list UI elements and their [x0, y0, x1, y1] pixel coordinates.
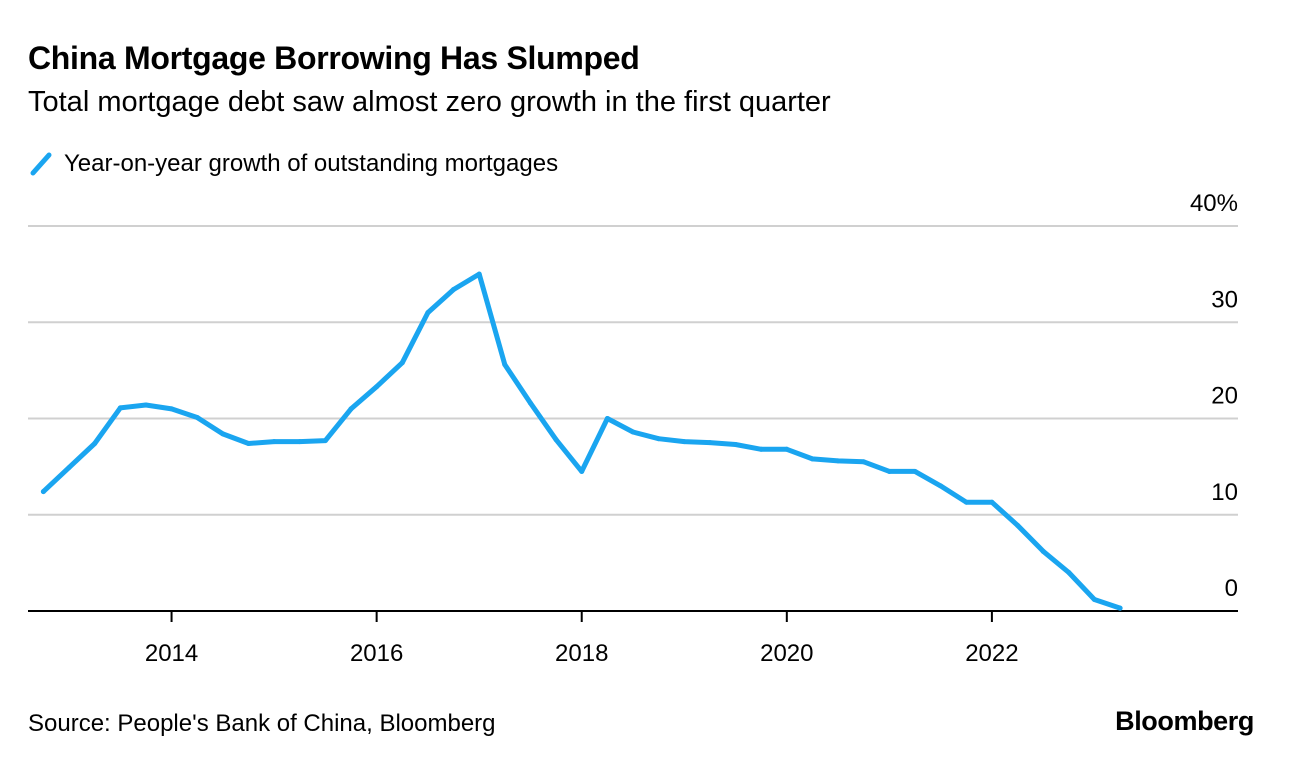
data-point [220, 431, 226, 437]
data-point [194, 415, 200, 421]
data-point [374, 384, 380, 390]
data-point [527, 400, 533, 406]
x-tick-label: 2018 [555, 640, 608, 667]
x-axis-labels: 2014 2016 2018 2020 2022 [145, 640, 1019, 667]
y-tick-label: 10 [1211, 479, 1238, 506]
data-point [835, 458, 841, 464]
x-tick-label: 2016 [350, 640, 403, 667]
x-tick-label: 2020 [760, 640, 813, 667]
data-point [169, 406, 175, 412]
data-point [1091, 596, 1097, 602]
y-tick-label: 0 [1225, 575, 1238, 602]
legend-label: Year-on-year growth of outstanding mortg… [64, 150, 559, 177]
data-point [425, 310, 431, 316]
x-tick-label: 2022 [965, 640, 1018, 667]
legend-line-icon [30, 152, 52, 176]
y-tick-label: 30 [1211, 286, 1238, 313]
data-point [66, 465, 72, 471]
data-point [399, 360, 405, 366]
data-point [963, 499, 969, 505]
data-point [681, 439, 687, 445]
x-tick-label: 2014 [145, 640, 198, 667]
data-point [912, 468, 918, 474]
data-point [707, 440, 713, 446]
data-point [143, 402, 149, 408]
y-tick-label: 40% [1190, 190, 1238, 217]
data-point [630, 429, 636, 435]
bloomberg-logo: Bloomberg [1115, 706, 1254, 736]
data-point [809, 456, 815, 462]
data-point [502, 362, 508, 368]
data-point [322, 438, 328, 444]
data-point [1040, 548, 1046, 554]
data-point [989, 499, 995, 505]
data-point [348, 406, 354, 412]
data-point [553, 437, 559, 443]
chart-title: China Mortgage Borrowing Has Slumped [28, 40, 640, 76]
data-point [604, 416, 610, 421]
data-point [1117, 605, 1123, 611]
data-point [1015, 522, 1021, 528]
data-point [938, 483, 944, 489]
chart-subtitle: Total mortgage debt saw almost zero grow… [28, 86, 831, 118]
data-point [476, 271, 482, 277]
series-line [40, 271, 1123, 611]
data-point [117, 405, 123, 411]
data-point [451, 287, 457, 293]
data-point [656, 436, 662, 442]
y-axis-labels: 0 10 20 30 40% [1190, 190, 1238, 602]
data-point [784, 446, 790, 452]
data-point [886, 468, 892, 474]
data-point [245, 441, 251, 447]
data-point [579, 468, 585, 474]
data-point [758, 446, 764, 452]
legend: Year-on-year growth of outstanding mortg… [28, 148, 558, 180]
data-point [92, 441, 98, 447]
series-layer [40, 271, 1123, 611]
data-point [297, 439, 303, 445]
data-point [733, 441, 739, 447]
y-tick-label: 20 [1211, 383, 1238, 410]
data-point [1066, 570, 1072, 575]
gridlines [28, 225, 1238, 516]
data-point [271, 439, 277, 445]
source-note: Source: People's Bank of China, Bloomber… [28, 710, 496, 737]
x-axis [28, 610, 1238, 622]
data-point [40, 489, 46, 495]
data-point [861, 459, 867, 465]
